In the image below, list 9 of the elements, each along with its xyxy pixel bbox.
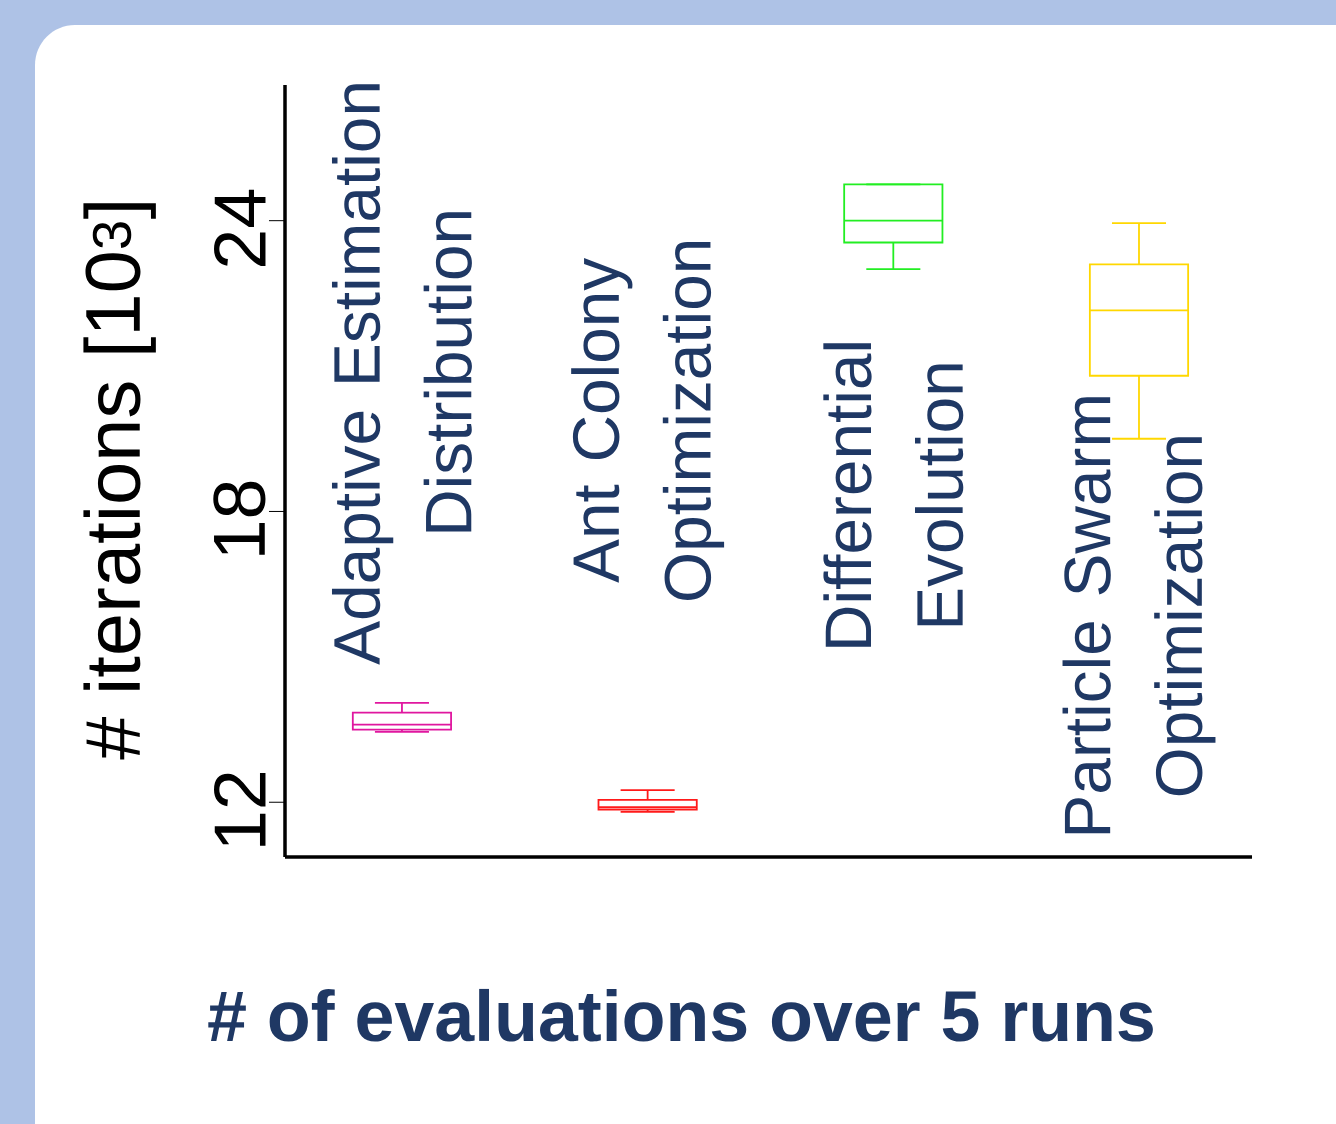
y-tick-label: 24 bbox=[214, 189, 266, 266]
x-axis-title: # of evaluations over 5 runs bbox=[208, 988, 1153, 1042]
x-tick-label: Adaptive Estimation Distribution bbox=[331, 84, 472, 665]
y-tick-label: 12 bbox=[214, 772, 266, 846]
y-axis-title: # iterations [10$^{3}$] bbox=[83, 203, 156, 760]
x-tick-label: Particle Swarm Optimization bbox=[1062, 397, 1216, 834]
y-tick-label: 18 bbox=[213, 481, 266, 555]
x-tick-label: Differential Evolution bbox=[823, 343, 964, 647]
x-tick-label: Ant Colony Optimization bbox=[571, 241, 725, 600]
